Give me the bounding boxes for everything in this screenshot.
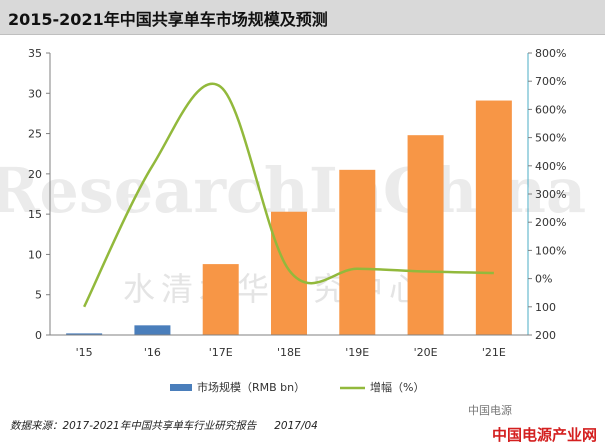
y-right-tick-label-10: 800% <box>535 47 566 60</box>
bar-2 <box>202 264 239 335</box>
y-right-tick-label-3: 100% <box>535 244 566 257</box>
y-right-tick-label-0: 200 <box>535 329 556 342</box>
y-right-tick-label-8: 600% <box>535 103 566 116</box>
title-divider <box>0 34 605 35</box>
y-right-tick-label-5: 300% <box>535 188 566 201</box>
y-right-tick-label-1: 100 <box>535 301 556 314</box>
y-right-tick-label-4: 200% <box>535 216 566 229</box>
y-left-tick-label-1: 5 <box>35 289 42 302</box>
legend-swatch-bar <box>170 384 192 391</box>
title-bar <box>0 0 605 34</box>
x-tick-label-2: '17E <box>209 346 233 359</box>
y-left-tick-label-5: 25 <box>28 128 42 141</box>
source-label: 数据来源：2017-2021年中国共享单车行业研究报告 <box>10 420 257 432</box>
bar-0 <box>66 333 103 335</box>
source-date: 2017/04 <box>274 420 318 432</box>
line-group <box>83 82 494 308</box>
y-left-tick-label-4: 20 <box>28 168 42 181</box>
bar-6 <box>475 100 512 335</box>
y-right-tick-label-9: 700% <box>535 75 566 88</box>
x-tick-label-4: '19E <box>345 346 369 359</box>
axes-group: 0 5 10 15 20 25 30 35 200 100 0% 100% 200% 300% 400% 50… <box>28 47 566 359</box>
y-right-tick-label-6: 400% <box>535 160 566 173</box>
site-watermark: 中国电源产业网 <box>491 426 597 444</box>
y-right-tick-label-2: 0% <box>535 273 552 286</box>
x-tick-label-6: '21E <box>482 346 506 359</box>
bar-1 <box>134 325 171 335</box>
y-left-tick-label-6: 30 <box>28 87 42 100</box>
y-right-tick-label-7: 500% <box>535 132 566 145</box>
legend-label-bar: 市场规模（RMB bn） <box>197 380 305 394</box>
legend-label-line: 增幅（%） <box>370 380 424 394</box>
social-watermark: 中国电源 <box>468 404 512 417</box>
y-left-tick-label-7: 35 <box>28 47 42 60</box>
bar-3 <box>271 211 307 335</box>
x-tick-label-1: '16 <box>144 346 161 359</box>
x-tick-label-5: '20E <box>414 346 438 359</box>
y-left-tick-label-2: 10 <box>28 248 42 261</box>
growth-line <box>83 82 494 308</box>
legend: 市场规模（RMB bn） 增幅（%） <box>170 380 424 394</box>
source-note: 数据来源：2017-2021年中国共享单车行业研究报告 2017/04 <box>10 418 318 433</box>
bar-5 <box>407 135 444 335</box>
x-tick-label-0: '15 <box>76 346 93 359</box>
bar-group <box>66 100 512 335</box>
y-left-tick-label-3: 15 <box>28 208 42 221</box>
x-tick-label-3: '18E <box>277 346 301 359</box>
y-left-tick-label-0: 0 <box>35 329 42 342</box>
bar-4 <box>339 169 376 335</box>
page-title: 2015-2021年中国共享单车市场规模及预测 <box>8 10 328 29</box>
